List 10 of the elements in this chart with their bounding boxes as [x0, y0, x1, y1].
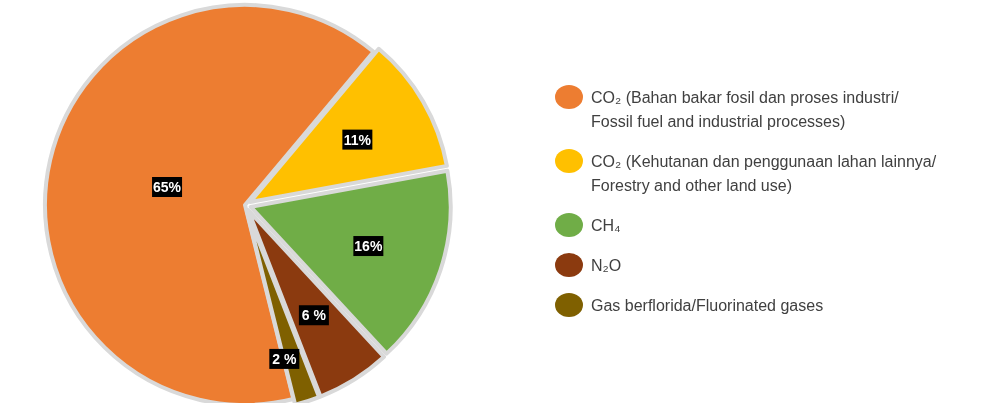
legend-label: CH₄	[591, 217, 621, 234]
data-label: 2 %	[272, 350, 297, 367]
data-label: 6 %	[301, 307, 327, 324]
data-label: 16%	[354, 238, 383, 255]
legend-label: Gas berflorida/Fluorinated gases	[591, 297, 824, 314]
data-label: 11%	[343, 131, 372, 148]
data-label: 65%	[153, 179, 182, 195]
legend-label: CO₂ (Bahan bakar fosil dan proses industri/ Fossil fuel and industrial processes)	[591, 89, 900, 130]
legend-label: CO₂ (Kehutanan dan penggunaan lahan lainnya/ Forestry and other land use)	[591, 153, 937, 194]
legend-label: N₂O	[591, 257, 622, 274]
